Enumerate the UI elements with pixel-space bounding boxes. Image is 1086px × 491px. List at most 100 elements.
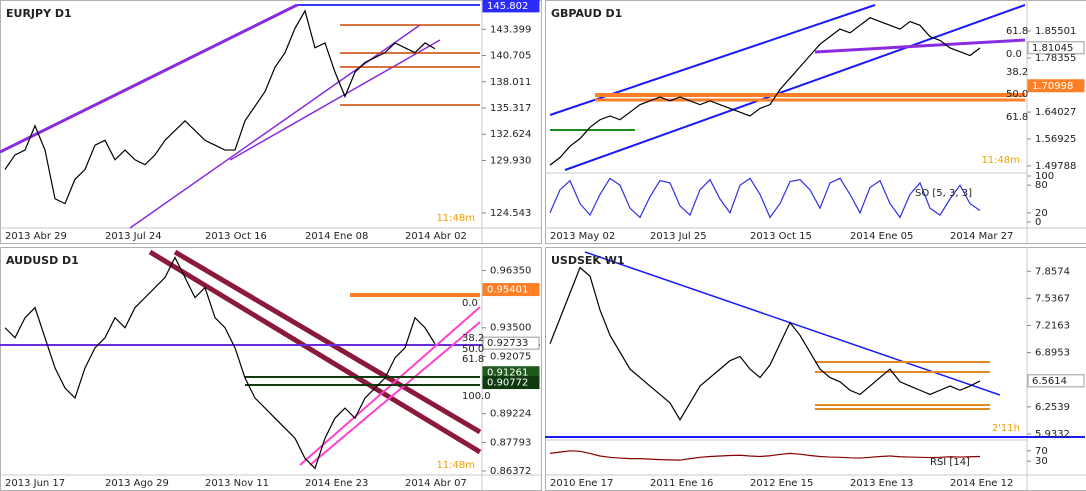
price-label: 6.5614 — [1032, 376, 1067, 387]
indicator-name: RSI [14] — [930, 457, 970, 468]
fib-level-label: 61.8 — [462, 354, 484, 365]
price-label-box — [482, 0, 540, 13]
y-tick-label: 124.543 — [490, 208, 531, 219]
y-tick-label: 132.624 — [490, 129, 531, 140]
y-tick-label: 138.011 — [490, 77, 531, 88]
panel: 1.85501 1.78355 1.64027 1.56925 1.49788 2013 … — [545, 0, 1086, 244]
x-tick-label: 2014 Abr 02 — [405, 231, 467, 242]
y-tick-label: 135.317 — [490, 103, 531, 114]
y-tick-label: 6.8953 — [1035, 348, 1070, 359]
indicator-tick-label: 30 — [1035, 456, 1048, 467]
indicator-tick-label: 80 — [1035, 180, 1048, 191]
indicator-name: SO [5, 3, 3] — [915, 188, 972, 199]
y-tick-label: 1.85501 — [1035, 26, 1076, 37]
x-tick-label: 2013 Oct 16 — [205, 231, 267, 242]
trendline — [564, 4, 1026, 171]
y-tick-label: 0.86372 — [490, 466, 531, 477]
price-label: 0.91261 — [487, 368, 528, 379]
chart-title: USDSEK W1 — [551, 254, 625, 267]
y-tick-label: 1.78355 — [1035, 53, 1076, 64]
fib-level-label: 38.2 — [1006, 67, 1028, 78]
price-label-box — [482, 376, 540, 390]
x-tick-label: 2014 Ene 08 — [305, 231, 368, 242]
price-label: 0.95401 — [487, 285, 528, 296]
price-label-box — [1027, 41, 1085, 55]
x-tick-label: 2012 Ene 15 — [750, 478, 813, 489]
y-tick-label: 0.89224 — [490, 409, 531, 420]
timer: 11:48m — [436, 213, 475, 224]
x-tick-label: 2014 Ene 12 — [950, 478, 1013, 489]
x-tick-label: 2014 Ene 23 — [305, 478, 368, 489]
price-label-box — [482, 283, 540, 297]
y-tick-label: 0.93500 — [490, 323, 531, 334]
panel-frame — [545, 247, 1086, 491]
panel-frame — [0, 247, 542, 491]
fib-level-label: 61.8 — [1006, 112, 1028, 123]
y-tick-label: 7.2163 — [1035, 320, 1070, 331]
price-line — [4, 256, 436, 470]
y-tick-label: 129.930 — [490, 155, 531, 166]
panel: 0.96350 0.93500 0.92075 0.89224 0.87793 0.863… — [0, 247, 542, 491]
x-tick-label: 2014 Abr 07 — [405, 478, 467, 489]
fib-level-label: 0.0 — [1006, 49, 1022, 60]
price-line — [549, 17, 981, 166]
trendline — [309, 321, 481, 466]
price-label: 1.81045 — [1032, 43, 1073, 54]
fib-level-label: 50.0 — [1006, 89, 1028, 100]
price-label-box — [1027, 374, 1085, 388]
x-tick-label: 2014 Ene 05 — [850, 231, 913, 242]
x-tick-label: 2013 Jul 25 — [650, 231, 707, 242]
x-tick-label: 2013 May 02 — [550, 231, 615, 242]
price-label-box — [482, 336, 540, 350]
price-label: 1.70998 — [1032, 81, 1073, 92]
chart-title: EURJPY D1 — [6, 7, 72, 20]
indicator-tick-label: 20 — [1035, 208, 1048, 219]
y-tick-label: 5.9332 — [1035, 429, 1070, 440]
x-tick-label: 2013 Nov 11 — [205, 478, 269, 489]
price-label: 0.92733 — [487, 338, 528, 349]
indicator-tick-label: 70 — [1035, 446, 1048, 457]
fib-level-label: 61.8 — [1006, 26, 1028, 37]
trendline — [173, 249, 482, 435]
x-tick-label: 2010 Ene 17 — [550, 478, 613, 489]
chart-title: GBPAUD D1 — [551, 7, 622, 20]
timer: 11:48m — [981, 155, 1020, 166]
x-tick-label: 2013 Jun 17 — [5, 478, 65, 489]
x-tick-label: 2013 Jul 24 — [105, 231, 162, 242]
indicator-tick-label: 100 — [1035, 171, 1054, 182]
panel: 143.399 140.705 138.011 135.317 132.624 129.9… — [0, 0, 542, 244]
trendline — [229, 39, 441, 161]
y-tick-label: 7.8574 — [1035, 266, 1070, 277]
fib-level-label: 100.0 — [462, 391, 491, 402]
x-tick-label: 2013 Oct 15 — [750, 231, 812, 242]
indicator-line — [549, 450, 981, 461]
x-tick-label: 2014 Mar 27 — [950, 231, 1013, 242]
timer: 11:48m — [436, 460, 475, 471]
trendline — [814, 38, 1026, 54]
x-tick-label: 2013 Ene 13 — [850, 478, 913, 489]
y-tick-label: 6.2539 — [1035, 402, 1070, 413]
y-tick-label: 0.87793 — [490, 437, 531, 448]
panel-frame — [545, 0, 1086, 244]
x-tick-label: 2013 Abr 29 — [5, 231, 67, 242]
y-tick-label: 1.64027 — [1035, 107, 1076, 118]
panel-frame — [0, 0, 542, 244]
price-line — [4, 9, 436, 205]
timer: 2'11h — [992, 423, 1020, 434]
y-tick-label: 7.5367 — [1035, 293, 1070, 304]
y-tick-label: 1.49788 — [1035, 161, 1076, 172]
price-line — [549, 266, 981, 422]
fib-level-label: 50.0 — [462, 344, 484, 355]
trendline — [148, 249, 482, 455]
y-tick-label: 1.56925 — [1035, 134, 1076, 145]
y-tick-label: 0.92075 — [490, 351, 531, 362]
indicator-line — [549, 177, 981, 219]
indicator-tick-label: 0 — [1035, 217, 1041, 228]
price-label: 0.90772 — [487, 378, 528, 389]
x-tick-label: 2011 Ene 16 — [650, 478, 713, 489]
y-tick-label: 140.705 — [490, 51, 531, 62]
y-tick-label: 0.96350 — [490, 265, 531, 276]
chart-title: AUDUSD D1 — [6, 254, 79, 267]
